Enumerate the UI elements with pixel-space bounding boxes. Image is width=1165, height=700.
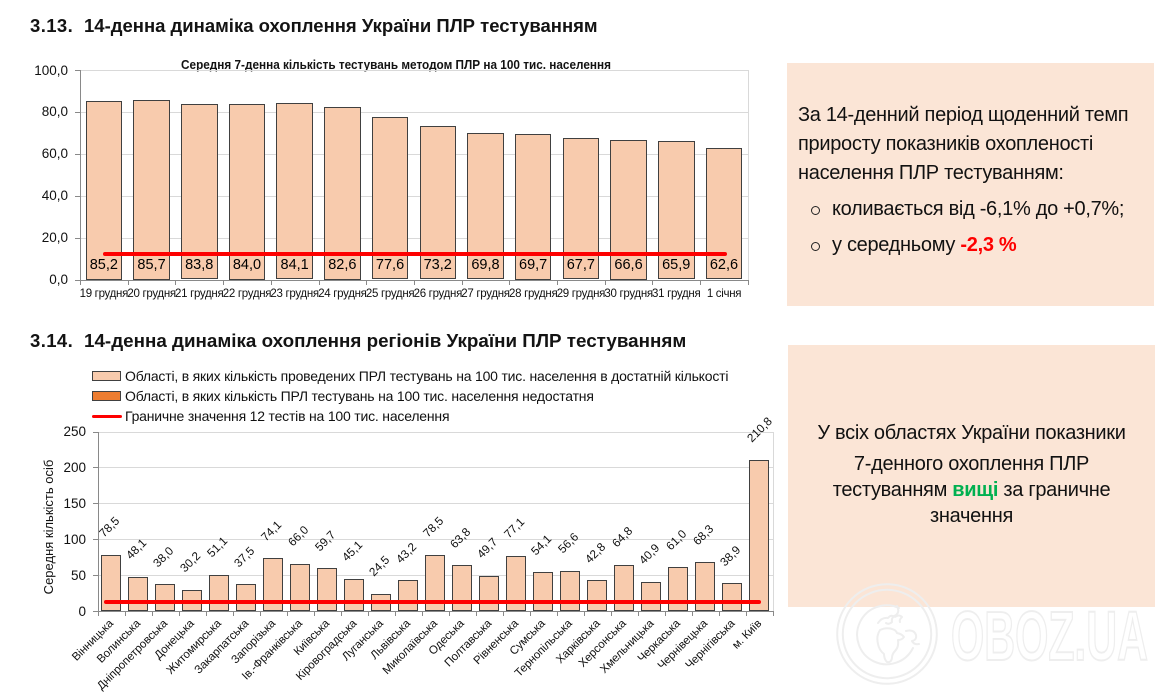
svg-text:OBOZ.UA: OBOZ.UA <box>951 597 1148 675</box>
